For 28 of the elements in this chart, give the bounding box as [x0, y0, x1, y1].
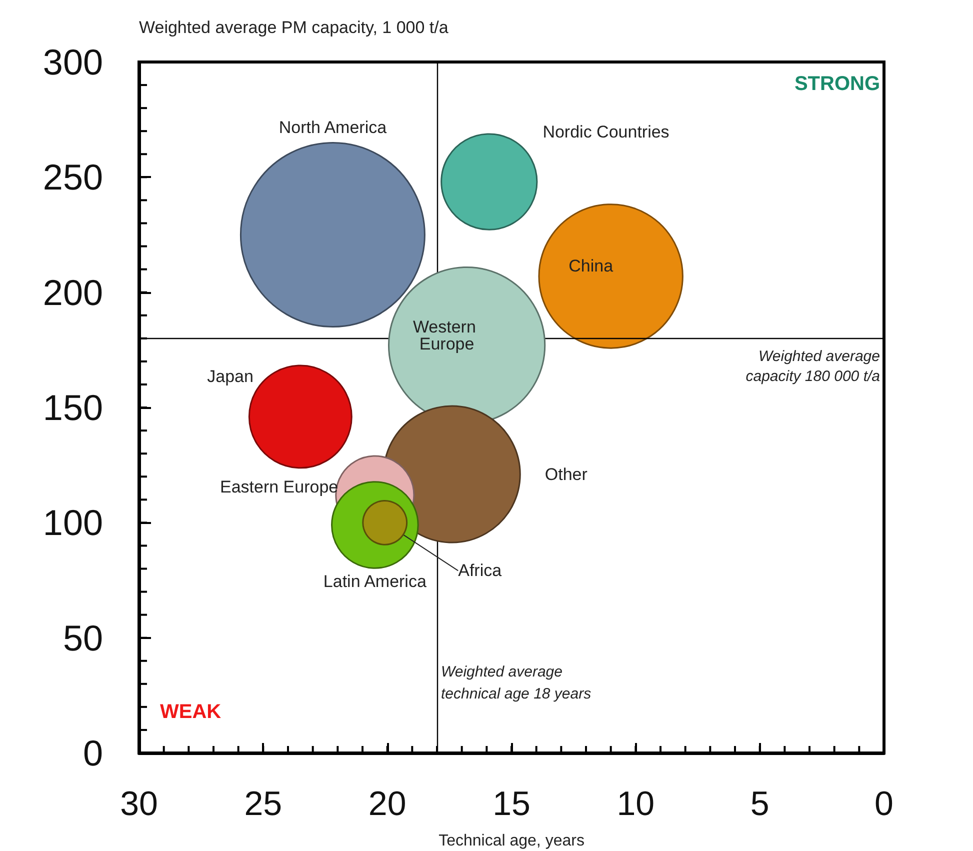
y-axis-title: Weighted average PM capacity, 1 000 t/a [139, 18, 449, 37]
series-label: Latin America [323, 572, 427, 591]
ref-line-label: Weighted average capacity 180 000 t/a [746, 348, 880, 385]
series-label: Western Europe [412, 317, 481, 354]
series-label: China [568, 256, 614, 276]
x-axis-title: Technical age, years [438, 832, 584, 850]
annotation: STRONG [794, 73, 880, 95]
x-tick-label: 25 [244, 785, 282, 823]
y-tick-label: 50 [62, 617, 103, 658]
annotation: WEAK [160, 701, 222, 723]
y-tick-label: 250 [42, 156, 103, 198]
series-label: Nordic Countries [542, 122, 670, 142]
series-label: North America [278, 118, 388, 137]
series-label: Other [544, 464, 588, 484]
y-tick-label: 0 [82, 732, 103, 774]
y-tick-label: 150 [42, 387, 103, 428]
x-tick-label: 5 [750, 785, 770, 823]
series-label: Japan [207, 367, 254, 386]
x-tick-label: 20 [368, 785, 406, 823]
y-tick-label: 200 [42, 272, 103, 313]
x-tick-label: 0 [874, 785, 894, 823]
text: Africa [458, 561, 502, 580]
x-tick-label: 30 [120, 785, 158, 823]
y-tick-label: 100 [42, 502, 103, 544]
ref-line-label: Weighted average technical age 18 years [441, 664, 592, 702]
x-tick-label: 10 [616, 785, 655, 823]
y-tick-label: 300 [42, 42, 103, 82]
x-tick-label: 15 [492, 785, 530, 823]
